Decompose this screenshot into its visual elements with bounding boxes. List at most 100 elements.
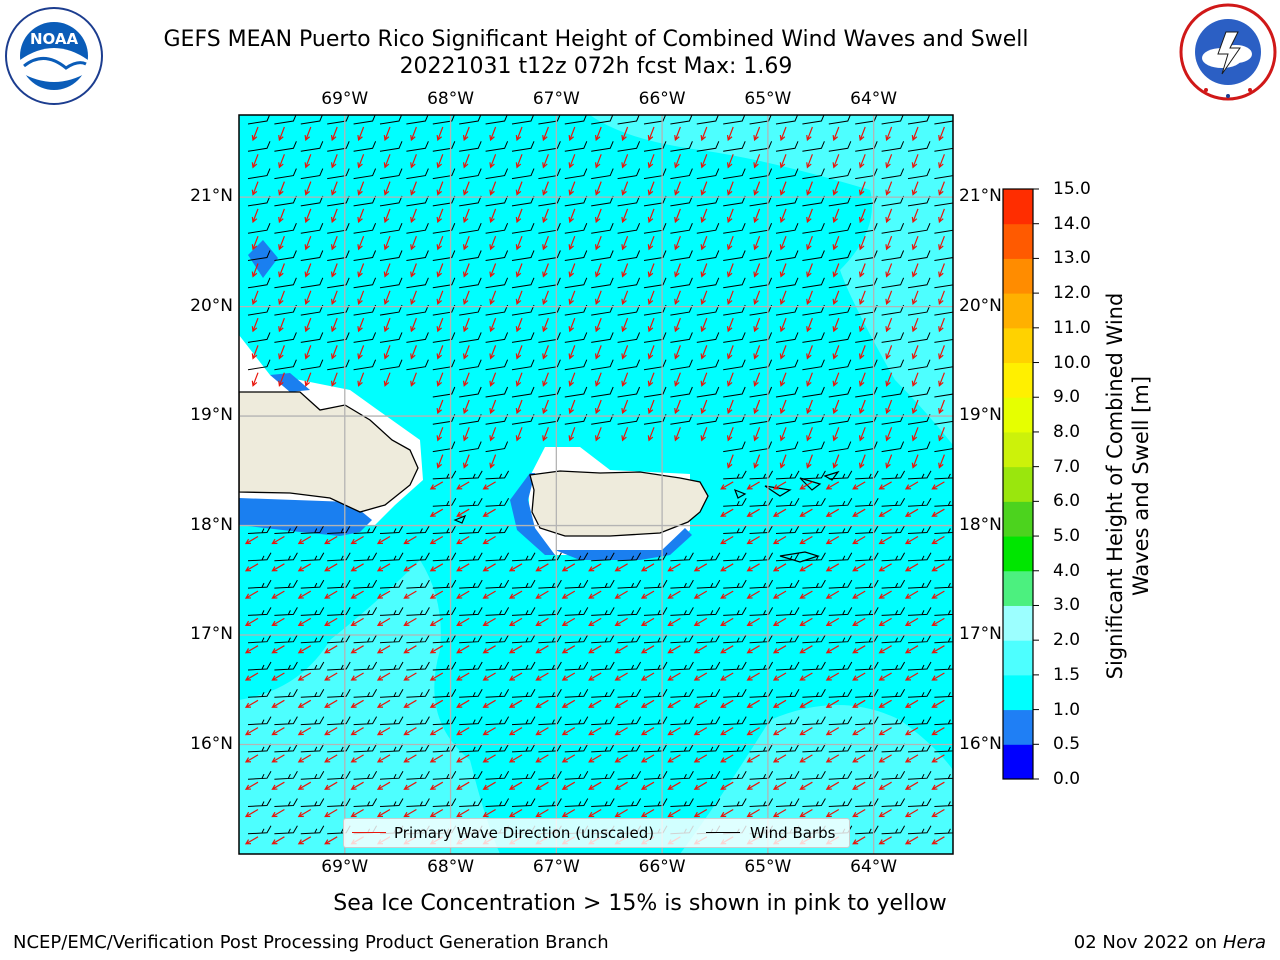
wave-direction-arrow xyxy=(911,181,919,196)
wind-barb xyxy=(696,332,720,343)
wave-direction-arrow xyxy=(693,727,708,736)
wave-direction-arrow xyxy=(878,836,892,845)
colorbar-tick-label: 12.0 xyxy=(1053,283,1091,304)
wave-direction-arrow xyxy=(383,235,391,251)
wave-direction-arrow xyxy=(561,645,576,654)
wave-direction-arrow xyxy=(304,154,312,169)
wave-direction-arrow xyxy=(938,126,945,142)
wind-barb xyxy=(907,359,931,371)
wave-direction-arrow xyxy=(799,808,813,818)
wave-direction-arrow xyxy=(806,126,813,142)
wind-barb xyxy=(406,115,429,125)
wind-barb xyxy=(485,770,510,780)
wind-barb xyxy=(934,257,953,261)
wave-direction-arrow xyxy=(647,290,655,305)
wind-barb xyxy=(247,250,271,261)
wave-direction-arrow xyxy=(489,317,497,333)
wind-barb xyxy=(643,607,668,616)
wave-direction-arrow xyxy=(614,754,628,763)
wave-direction-arrow xyxy=(383,154,391,169)
wave-direction-arrow xyxy=(832,126,840,142)
wave-direction-arrow xyxy=(456,672,470,681)
wave-direction-arrow xyxy=(271,617,285,627)
wind-barb xyxy=(406,141,429,152)
wave-direction-arrow xyxy=(806,208,813,224)
wind-barb xyxy=(247,552,272,562)
wind-barb xyxy=(432,497,457,507)
wave-direction-arrow xyxy=(852,672,866,681)
wind-barb xyxy=(696,168,720,180)
wave-direction-arrow xyxy=(726,181,734,196)
wind-barb xyxy=(934,801,953,807)
wave-direction-arrow xyxy=(588,808,602,818)
wave-direction-arrow xyxy=(700,399,708,415)
wave-direction-arrow xyxy=(746,727,760,736)
wind-barb xyxy=(432,359,456,371)
wave-direction-arrow xyxy=(746,808,760,818)
wind-barb xyxy=(907,304,931,316)
wind-barb xyxy=(934,120,953,125)
wave-direction-arrow xyxy=(772,563,787,572)
wave-direction-arrow xyxy=(278,345,285,360)
wave-direction-arrow xyxy=(594,345,602,360)
wind-barb xyxy=(247,607,272,616)
wind-barb xyxy=(327,195,350,207)
wind-barb xyxy=(696,798,721,807)
wind-barb xyxy=(300,743,325,753)
wind-barb xyxy=(723,798,747,807)
wave-direction-arrow xyxy=(772,535,787,545)
wind-barb xyxy=(696,195,720,207)
wave-direction-arrow xyxy=(244,645,259,654)
wave-direction-arrow xyxy=(251,345,259,360)
wave-direction-arrow xyxy=(799,781,813,790)
wind-barb xyxy=(828,798,853,807)
wave-direction-arrow xyxy=(647,399,655,415)
lon-label: 69°W xyxy=(321,857,369,877)
wind-barb xyxy=(327,798,351,807)
wind-barb xyxy=(723,661,747,671)
wave-direction-arrow xyxy=(858,290,866,305)
wind-barb xyxy=(379,798,404,807)
wind-barb xyxy=(353,798,378,807)
wind-barb xyxy=(881,825,906,835)
wind-barb xyxy=(538,743,562,753)
wave-direction-arrow xyxy=(726,154,734,169)
wind-barb xyxy=(432,770,457,780)
wind-barb xyxy=(934,719,953,726)
wave-direction-arrow xyxy=(904,699,919,708)
wind-barb xyxy=(564,607,589,616)
wave-direction-arrow xyxy=(726,372,734,387)
wind-barb xyxy=(591,250,614,261)
wave-direction-arrow xyxy=(667,808,681,818)
wind-barb xyxy=(379,359,403,371)
wave-direction-arrow xyxy=(324,535,338,545)
wave-direction-arrow xyxy=(271,727,285,736)
wind-barb xyxy=(617,552,642,562)
wind-barb xyxy=(828,607,853,616)
wave-direction-arrow xyxy=(904,645,919,654)
wind-barb xyxy=(723,525,747,534)
wave-direction-arrow xyxy=(330,126,338,142)
wave-direction-arrow xyxy=(832,154,840,169)
wave-direction-arrow xyxy=(938,290,945,305)
wave-direction-arrow xyxy=(594,372,602,387)
wave-direction-arrow xyxy=(931,672,945,681)
wave-direction-arrow xyxy=(799,699,813,708)
wave-direction-arrow xyxy=(911,454,919,469)
wave-direction-arrow xyxy=(462,454,470,469)
wind-barb xyxy=(274,141,297,152)
wave-direction-arrow xyxy=(799,535,813,545)
wave-direction-arrow xyxy=(693,645,708,654)
wind-barb xyxy=(670,141,693,152)
wind-barb xyxy=(353,168,377,180)
colorbar-tick-label: 0.0 xyxy=(1053,769,1081,789)
wave-direction-arrow xyxy=(330,317,338,333)
wave-direction-arrow xyxy=(746,481,760,490)
wind-barb xyxy=(459,661,483,671)
wind-barb xyxy=(591,743,615,753)
wave-direction-arrow xyxy=(858,372,866,387)
wave-direction-arrow xyxy=(614,727,628,736)
wave-direction-arrow xyxy=(244,781,259,790)
wave-direction-arrow xyxy=(878,754,892,763)
wind-barb xyxy=(432,250,456,261)
